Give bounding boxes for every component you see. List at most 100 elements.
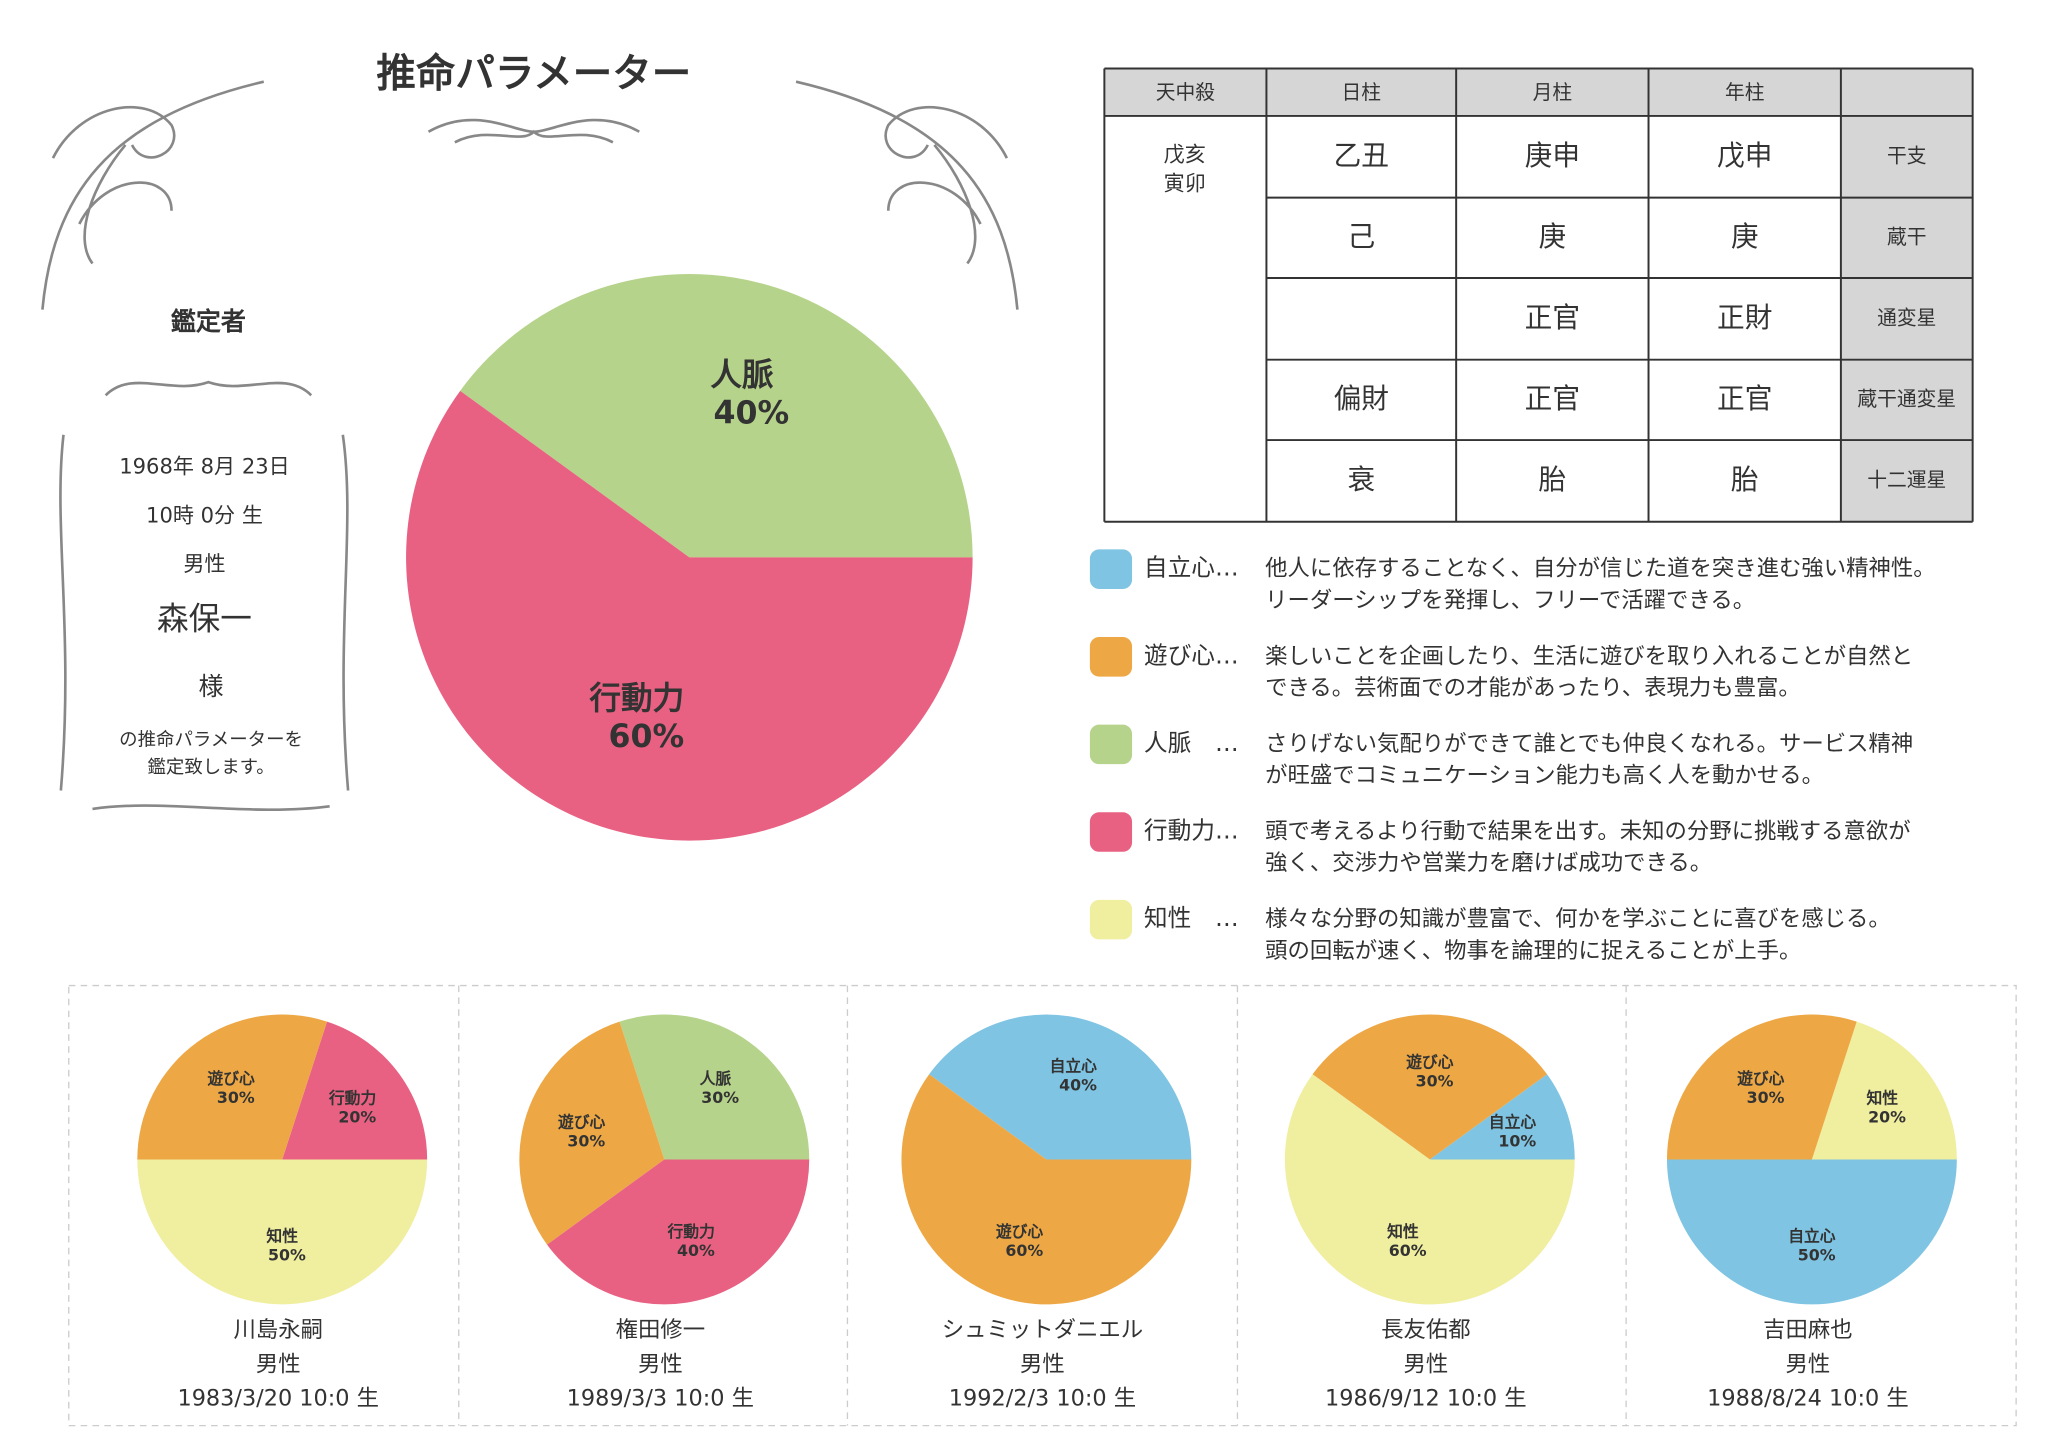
legend-label: 知性 … <box>1144 904 1239 932</box>
table-cell: 庚申 <box>1525 139 1580 172</box>
slice-label: 行動力 <box>666 1222 714 1241</box>
person-gender: 男性 <box>256 1351 301 1377</box>
table-header: 月柱 <box>1533 81 1573 104</box>
slice-value: 40% <box>714 396 790 432</box>
legend-label: 遊び心… <box>1144 641 1239 669</box>
person-birth: 1988/8/24 10:0 生 <box>1707 1386 1909 1412</box>
legend-text: できる。芸術面での才能があったり、表現力も豊富。 <box>1265 675 1801 701</box>
slice-value: 60% <box>1389 1241 1427 1260</box>
person-name: 権田修一 <box>616 1317 706 1343</box>
slice-value: 30% <box>701 1088 739 1107</box>
person-birth: 1989/3/3 10:0 生 <box>567 1386 754 1412</box>
legend-text: 頭で考えるより行動で結果を出す。未知の分野に挑戦する意欲が <box>1265 819 1911 845</box>
row-label: 干支 <box>1887 144 1927 167</box>
person-name: 吉田麻也 <box>1763 1317 1853 1343</box>
appraiser-name: 森保一 <box>157 602 252 638</box>
table-header: 年柱 <box>1725 81 1765 104</box>
slice-label: 人脈 <box>700 1069 732 1088</box>
pie-slice <box>137 1014 327 1160</box>
table-cell: 正官 <box>1717 382 1772 415</box>
table-cell: 胎 <box>1731 463 1759 496</box>
appraiser-date: 1968年 8月 23日 <box>119 454 290 479</box>
slice-value: 40% <box>1059 1076 1097 1095</box>
pie-slice <box>406 390 973 841</box>
appraiser-honorific: 様 <box>199 672 224 701</box>
pie-slice <box>619 1014 810 1160</box>
legend-text: が旺盛でコミュニケーション能力も高く人を動かせる。 <box>1265 763 1824 789</box>
legend-swatch <box>1089 812 1133 852</box>
table-cell: 正官 <box>1525 301 1580 334</box>
slice-label: 自立心 <box>1788 1226 1836 1245</box>
table-cell: 乙丑 <box>1334 139 1389 172</box>
person-name: シュミットダニエル <box>942 1317 1143 1343</box>
slice-value: 60% <box>1005 1241 1043 1260</box>
legend-swatch <box>1089 549 1133 589</box>
slice-label: 自立心 <box>1050 1057 1098 1076</box>
legend-text: 頭の回転が速く、物事を論理的に捉えることが上手。 <box>1265 938 1801 964</box>
legend-swatch <box>1089 724 1133 765</box>
slice-label: 遊び心 <box>996 1222 1044 1241</box>
table: 天中殺 日柱 月柱 年柱戊亥寅卯乙丑 庚申 戊申 干支己庚庚蔵干正官 正財 通変星偏財 正官 正官蔵… <box>1103 67 1974 523</box>
slice-value: 30% <box>1747 1088 1785 1107</box>
appraiser-gender: 男性 <box>183 551 225 576</box>
slice-value: 30% <box>567 1132 605 1151</box>
slice-value: 60% <box>608 719 684 755</box>
table-cell: 偏財 <box>1334 382 1389 415</box>
slice-label: 遊び心 <box>1406 1053 1454 1072</box>
person-birth: 1992/2/3 10:0 生 <box>949 1386 1136 1412</box>
slice-value: 20% <box>1868 1107 1906 1126</box>
appraiser-heading: 鑑定者 <box>171 307 246 336</box>
appraiser-note: 鑑定致します。 <box>147 757 274 778</box>
row-label: 通変星 <box>1877 306 1936 329</box>
legend-swatch <box>1089 899 1133 940</box>
legend-text: 他人に依存することなく、自分が信じた道を突き進む強い精神性。 <box>1265 556 1936 582</box>
table-cell: 庚 <box>1731 220 1759 253</box>
label-col-bg <box>1840 115 1973 522</box>
legend-text: 様々な分野の知識が豊富で、何かを学ぶことに喜びを感じる。 <box>1265 906 1891 932</box>
slice-label: 知性 <box>1387 1222 1419 1241</box>
legend-text: さりげない気配りができて誰とでも仲良くなれる。サービス精神 <box>1265 731 1913 757</box>
person-birth: 1983/3/20 10:0 生 <box>177 1386 379 1412</box>
legend-label: 行動力… <box>1144 817 1239 845</box>
slice-label: 遊び心 <box>207 1069 255 1088</box>
pie-slice <box>1811 1021 1957 1160</box>
slice-label: 遊び心 <box>558 1113 606 1132</box>
pie-slice <box>1284 1074 1575 1305</box>
table-cell: 正財 <box>1717 301 1772 334</box>
legend-label: 自立心… <box>1144 554 1239 582</box>
slice-value: 30% <box>1416 1071 1454 1090</box>
slice-value: 50% <box>268 1245 306 1264</box>
legend-swatch <box>1089 637 1133 677</box>
header-bg <box>1104 68 1973 116</box>
slice-value: 20% <box>338 1107 376 1126</box>
person-gender: 男性 <box>1403 1351 1448 1377</box>
table-header: 日柱 <box>1342 81 1382 104</box>
slice-label: 自立心 <box>1489 1113 1537 1132</box>
pie-slice <box>929 1014 1192 1160</box>
person-gender: 男性 <box>1020 1351 1065 1377</box>
ornaments <box>41 80 1019 812</box>
appraiser-note: の推命パラメーターを <box>119 729 303 750</box>
table-cell: 正官 <box>1525 382 1580 415</box>
legend-text: 強く、交渉力や営業力を磨けば成功できる。 <box>1265 850 1712 876</box>
appraiser-time: 10時 0分 生 <box>146 502 263 527</box>
person-gender: 男性 <box>638 1351 683 1377</box>
legend-text: 楽しいことを企画したり、生活に遊びを取り入れることが自然と <box>1265 643 1913 669</box>
pie-slice <box>547 1159 810 1305</box>
slice-label: 遊び心 <box>1737 1069 1785 1088</box>
table-header: 天中殺 <box>1156 81 1216 104</box>
slice-value: 10% <box>1498 1132 1536 1151</box>
pie-slice <box>1666 1014 1857 1160</box>
pie-slice <box>901 1074 1192 1305</box>
person-name: 川島永嗣 <box>234 1317 324 1343</box>
person-gender: 男性 <box>1786 1351 1831 1377</box>
row-label: 蔵干通変星 <box>1857 387 1956 410</box>
legend-text: リーダーシップを発揮し、フリーで活躍できる。 <box>1265 587 1755 613</box>
table-cell: 戊申 <box>1717 139 1772 172</box>
title: 推命パラメーター <box>376 51 691 97</box>
person-birth: 1986/9/12 10:0 生 <box>1325 1386 1527 1412</box>
table-cell: 庚 <box>1539 220 1567 253</box>
slice-value: 40% <box>677 1241 715 1260</box>
pie-slice <box>1666 1159 1957 1305</box>
